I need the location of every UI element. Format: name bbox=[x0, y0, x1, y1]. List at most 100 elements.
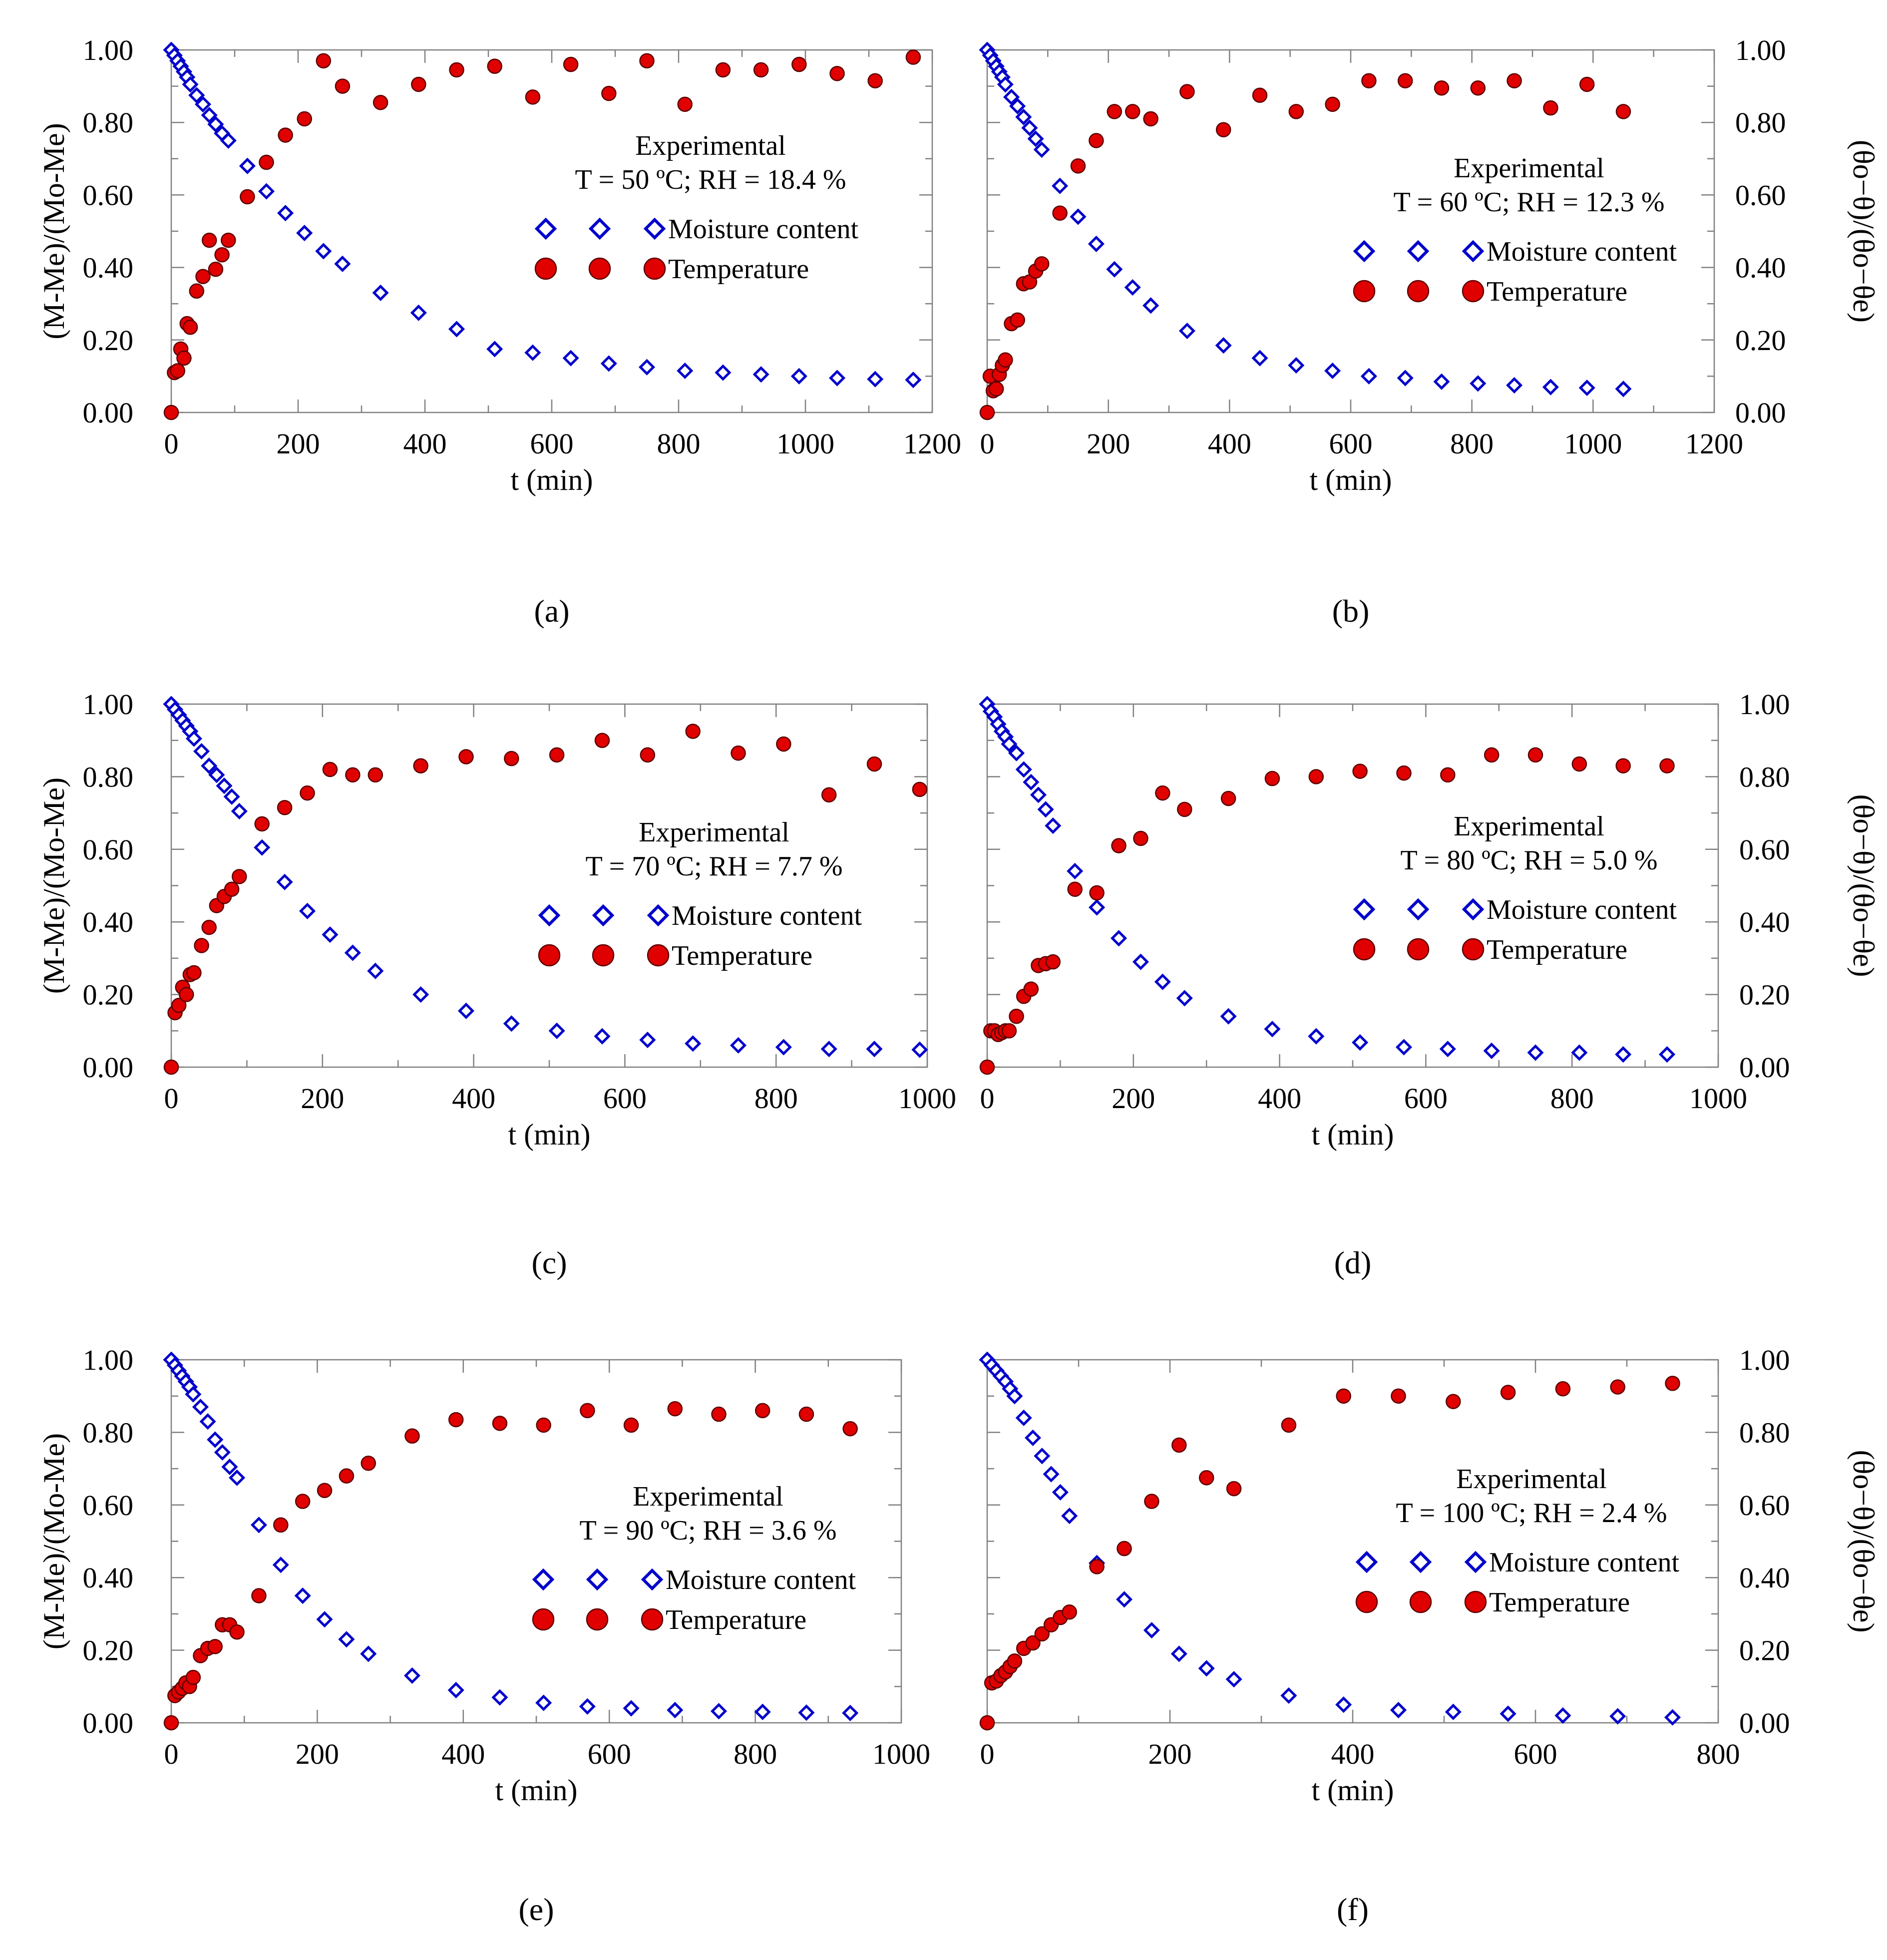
x-tick-label: 400 bbox=[403, 427, 447, 460]
y-tick-label: 0.60 bbox=[83, 1489, 134, 1522]
moisture-point bbox=[594, 1028, 611, 1045]
moisture-point bbox=[201, 758, 218, 775]
moisture-point bbox=[193, 743, 210, 760]
moisture-point bbox=[1143, 1622, 1160, 1639]
moisture-point bbox=[223, 788, 240, 805]
temperature-point bbox=[1179, 84, 1195, 99]
y-tick-label-right: 0.60 bbox=[1739, 1489, 1790, 1522]
temperature-point bbox=[1143, 111, 1158, 127]
y-tick-label: 0.00 bbox=[83, 396, 134, 429]
temperature-point bbox=[731, 745, 746, 761]
legend-condition: T = 90 ºC; RH = 3.6 % bbox=[579, 1515, 836, 1546]
temperature-point bbox=[1440, 767, 1456, 783]
temperature-point bbox=[214, 247, 230, 263]
y-axis-title-right: (θo−θ)/(θo−θe) bbox=[1847, 140, 1880, 323]
y-tick-label: 0.60 bbox=[83, 179, 134, 211]
moisture-point bbox=[1015, 1409, 1032, 1426]
x-tick-label: 1000 bbox=[898, 1082, 956, 1115]
legend-moisture-label: Moisture content bbox=[668, 214, 858, 245]
legend-temperature-marker bbox=[1462, 280, 1485, 303]
legend-moisture-marker bbox=[1353, 240, 1376, 263]
moisture-point bbox=[1008, 745, 1025, 762]
moisture-point bbox=[254, 839, 271, 856]
y-tick-label: 0.00 bbox=[83, 1051, 134, 1084]
x-tick-label: 1000 bbox=[776, 427, 834, 460]
temperature-point bbox=[185, 1669, 201, 1685]
temperature-point bbox=[208, 261, 224, 277]
moisture-point bbox=[1215, 337, 1232, 354]
moisture-point bbox=[207, 116, 224, 133]
temperature-point bbox=[411, 76, 426, 92]
moisture-point bbox=[715, 364, 732, 381]
y-axis-title: (M-Me)/(Mo-Me) bbox=[37, 1433, 70, 1649]
x-axis-title: t (min) bbox=[495, 1774, 578, 1807]
temperature-point bbox=[163, 404, 179, 420]
temperature-point bbox=[207, 1639, 223, 1654]
temperature-point bbox=[186, 965, 202, 981]
x-tick-label: 400 bbox=[1331, 1738, 1375, 1770]
moisture-point bbox=[1033, 141, 1050, 158]
legend-temperature-marker bbox=[1464, 1590, 1487, 1613]
moisture-point bbox=[1527, 1044, 1544, 1061]
temperature-point bbox=[1579, 76, 1595, 92]
moisture-point bbox=[216, 778, 233, 794]
moisture-point bbox=[1015, 108, 1032, 125]
legend-temperature-marker bbox=[532, 1608, 555, 1631]
temperature-point bbox=[170, 363, 185, 379]
y-tick-label-right: 0.60 bbox=[1735, 179, 1786, 211]
moisture-point bbox=[1052, 1484, 1069, 1501]
temperature-point bbox=[979, 1715, 995, 1731]
moisture-point bbox=[448, 321, 465, 338]
moisture-point bbox=[412, 986, 429, 1003]
moisture-point bbox=[1352, 1034, 1369, 1051]
y-tick-label-right: 0.00 bbox=[1735, 396, 1786, 429]
moisture-point bbox=[1390, 1702, 1407, 1719]
legend-temperature-marker bbox=[538, 944, 561, 967]
temperature-point bbox=[1288, 104, 1304, 119]
y-tick-label-right: 1.00 bbox=[1739, 1344, 1790, 1376]
moisture-point bbox=[623, 1700, 640, 1717]
temperature-point bbox=[1067, 881, 1083, 897]
temperature-point bbox=[1009, 1008, 1024, 1024]
moisture-point bbox=[294, 1587, 311, 1604]
x-tick-label: 800 bbox=[734, 1738, 777, 1770]
moisture-point bbox=[1045, 817, 1062, 834]
legend-moisture-marker bbox=[534, 217, 557, 240]
moisture-point bbox=[185, 730, 202, 747]
temperature-point bbox=[755, 1403, 770, 1419]
x-tick-label: 0 bbox=[164, 1082, 179, 1115]
temperature-point bbox=[1281, 1417, 1297, 1433]
x-tick-label: 600 bbox=[603, 1082, 647, 1115]
moisture-point bbox=[214, 1444, 231, 1461]
temperature-point bbox=[254, 816, 270, 832]
legend-moisture-label: Moisture content bbox=[1487, 894, 1677, 925]
y-tick-label: 0.20 bbox=[83, 324, 134, 357]
temperature-point bbox=[316, 53, 332, 69]
x-tick-label: 400 bbox=[441, 1738, 485, 1770]
temperature-point bbox=[1111, 838, 1127, 853]
temperature-point bbox=[998, 352, 1013, 368]
temperature-point bbox=[1352, 764, 1368, 779]
moisture-point bbox=[828, 370, 846, 387]
temperature-point bbox=[1527, 747, 1543, 763]
temperature-point bbox=[458, 749, 474, 765]
temperature-point bbox=[1107, 104, 1123, 119]
moisture-point bbox=[344, 944, 361, 961]
x-tick-label: 0 bbox=[980, 1738, 995, 1770]
moisture-point bbox=[1110, 930, 1128, 947]
moisture-point bbox=[754, 1703, 771, 1720]
temperature-point bbox=[842, 1421, 858, 1437]
temperature-point bbox=[1252, 87, 1268, 103]
legend-temperature-marker bbox=[647, 944, 670, 967]
temperature-point bbox=[1052, 205, 1068, 221]
legend-condition: T = 60 ºC; RH = 12.3 % bbox=[1393, 187, 1664, 218]
temperature-point bbox=[580, 1403, 595, 1419]
legend-temperature-marker bbox=[534, 257, 557, 280]
temperature-point bbox=[667, 1401, 683, 1417]
temperature-point bbox=[322, 762, 338, 778]
moisture-point bbox=[1664, 1709, 1681, 1726]
moisture-point bbox=[775, 1039, 792, 1056]
